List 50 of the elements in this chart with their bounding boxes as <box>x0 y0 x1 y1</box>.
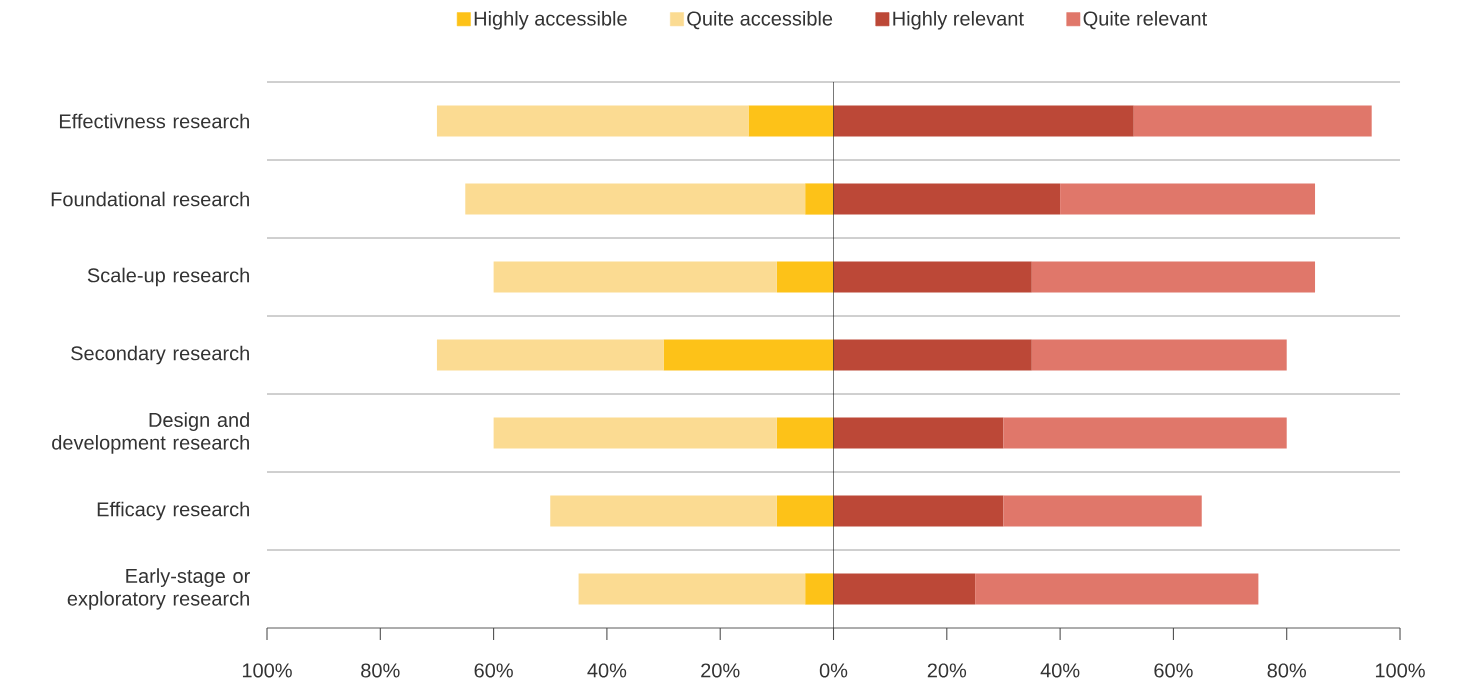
x-tick-label: 40% <box>1040 663 1080 678</box>
y-tick-label: Early-stage or exploratory research <box>67 568 250 610</box>
y-tick-label: Foundational research <box>51 191 249 207</box>
bar <box>663 339 834 371</box>
y-tick-label: Efficacy research <box>97 501 249 521</box>
bar <box>833 573 976 605</box>
x-tick-label: 100% <box>1375 663 1425 678</box>
x-tick-label: 40% <box>587 663 627 678</box>
bar <box>805 573 834 605</box>
bar <box>833 339 1032 371</box>
bar <box>776 495 834 527</box>
bar <box>776 261 834 293</box>
x-tick-label: 20% <box>927 663 967 678</box>
bar <box>833 105 1134 137</box>
y-tick-label: Scale-up research <box>87 267 249 287</box>
bar <box>1060 183 1316 215</box>
legend-label: Highly relevant <box>893 10 1024 30</box>
bar <box>1031 261 1316 293</box>
bar <box>1003 417 1287 449</box>
x-tick-label: 60% <box>1154 663 1193 678</box>
y-tick-label: Design and development research <box>52 412 249 454</box>
bar <box>805 183 834 215</box>
bar <box>578 573 806 605</box>
bar <box>748 105 834 137</box>
y-tick-label: Secondary research <box>71 345 249 365</box>
bar <box>776 417 834 449</box>
bar <box>1133 105 1372 137</box>
bar <box>833 261 1032 293</box>
y-tick-label: Effectivness research <box>59 113 249 129</box>
bar <box>436 339 664 371</box>
legend-label: Quite accessible <box>687 10 833 30</box>
x-tick-label: 20% <box>701 663 740 678</box>
bar <box>833 417 1004 449</box>
bar <box>1003 495 1202 527</box>
bar <box>493 261 777 293</box>
bar <box>465 183 806 215</box>
x-tick-label: 60% <box>474 663 513 678</box>
bar <box>975 573 1259 605</box>
bar <box>550 495 777 527</box>
legend-label: Highly accessible <box>474 10 627 30</box>
x-tick-label: 100% <box>242 663 292 678</box>
bar <box>436 105 749 137</box>
bar <box>1031 339 1287 371</box>
x-tick-label: 80% <box>1267 663 1306 678</box>
bar <box>833 183 1061 215</box>
bar <box>493 417 777 449</box>
legend-label: Quite relevant <box>1083 10 1208 30</box>
x-tick-label: 80% <box>361 663 400 678</box>
bar <box>833 495 1004 527</box>
x-tick-label: 0% <box>819 663 848 678</box>
